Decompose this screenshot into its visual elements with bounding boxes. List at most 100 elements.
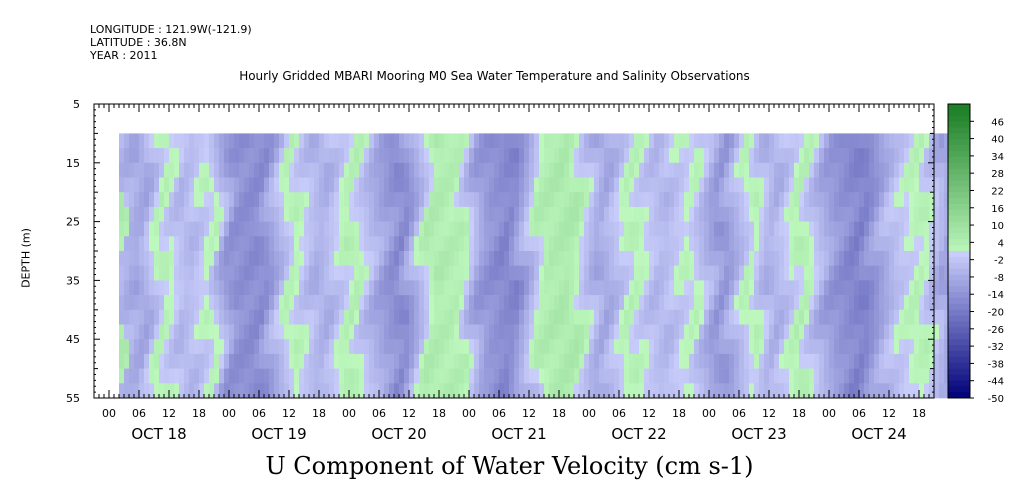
heatmap-cell <box>404 236 410 252</box>
heatmap-cell <box>894 339 900 355</box>
heatmap-cell <box>534 339 540 355</box>
x-tick-label: 00 <box>702 407 716 420</box>
heatmap-cell <box>129 236 135 252</box>
heatmap-cell <box>494 383 500 399</box>
heatmap-cell <box>124 192 130 208</box>
heatmap-cell <box>779 206 785 222</box>
heatmap-cell <box>469 339 475 355</box>
heatmap-cell <box>784 148 790 164</box>
heatmap-cell <box>244 353 250 369</box>
heatmap-cell <box>774 324 780 340</box>
heatmap-cell <box>444 192 450 208</box>
heatmap-cell <box>864 280 870 296</box>
heatmap-cell <box>364 353 370 369</box>
heatmap-cell <box>169 221 175 237</box>
heatmap-cell <box>364 206 370 222</box>
heatmap-cell <box>439 221 445 237</box>
heatmap-cell <box>484 309 490 325</box>
heatmap-cell <box>844 368 850 384</box>
heatmap-cell <box>209 265 215 281</box>
heatmap-cell <box>684 368 690 384</box>
heatmap-cell <box>584 324 590 340</box>
heatmap-cell <box>734 148 740 164</box>
heatmap-cell <box>289 295 295 311</box>
heatmap-cell <box>534 324 540 340</box>
heatmap-cell <box>509 192 515 208</box>
heatmap-cell <box>324 309 330 325</box>
heatmap-cell <box>909 177 915 193</box>
heatmap-cell <box>474 236 480 252</box>
heatmap-cell <box>159 221 165 237</box>
heatmap-cell <box>894 162 900 178</box>
heatmap-cell <box>259 206 265 222</box>
heatmap-cell <box>129 206 135 222</box>
heatmap-cell <box>519 177 525 193</box>
heatmap-cell <box>689 221 695 237</box>
heatmap-cell <box>224 133 230 149</box>
heatmap-cell <box>479 162 485 178</box>
heatmap-cell <box>359 162 365 178</box>
heatmap-cell <box>679 236 685 252</box>
heatmap-cell <box>894 265 900 281</box>
heatmap-cell <box>629 148 635 164</box>
heatmap-cell <box>399 309 405 325</box>
heatmap-cell <box>319 192 325 208</box>
heatmap-cell <box>654 265 660 281</box>
heatmap-cell <box>359 309 365 325</box>
heatmap-cell <box>594 251 600 266</box>
heatmap-cell <box>449 177 455 193</box>
heatmap-cell <box>814 192 820 208</box>
heatmap-cell <box>599 339 605 355</box>
heatmap-cell <box>474 162 480 178</box>
heatmap-cell <box>489 133 495 149</box>
heatmap-cell <box>164 251 170 266</box>
heatmap-cell <box>214 280 220 296</box>
heatmap-cell <box>404 221 410 237</box>
heatmap-cell <box>499 339 505 355</box>
heatmap-cell <box>259 162 265 178</box>
heatmap-cell <box>579 383 585 399</box>
heatmap-cell <box>784 295 790 311</box>
heatmap-cell <box>739 133 745 149</box>
heatmap-cell <box>259 265 265 281</box>
heatmap-cell <box>354 177 360 193</box>
heatmap-cell <box>754 236 760 252</box>
heatmap-cell <box>504 221 510 237</box>
heatmap-cell <box>404 133 410 149</box>
heatmap-cell <box>874 353 880 369</box>
heatmap-cell <box>889 368 895 384</box>
heatmap-cell <box>259 221 265 237</box>
heatmap-cell <box>509 295 515 311</box>
heatmap-cell <box>599 353 605 369</box>
heatmap-cell <box>609 148 615 164</box>
heatmap-cell <box>289 177 295 193</box>
heatmap-cell <box>869 251 875 266</box>
heatmap-cell <box>469 192 475 208</box>
heatmap-cell <box>724 133 730 149</box>
heatmap-cell <box>224 206 230 222</box>
heatmap-cell <box>649 265 655 281</box>
heatmap-cell <box>124 265 130 281</box>
heatmap-cell <box>869 206 875 222</box>
heatmap-cell <box>919 148 925 164</box>
heatmap-cell <box>624 324 630 340</box>
heatmap-cell <box>554 280 560 296</box>
heatmap-cell <box>209 309 215 325</box>
heatmap-cell <box>779 324 785 340</box>
heatmap-cell <box>779 295 785 311</box>
heatmap-cell <box>464 265 470 281</box>
heatmap-cell <box>864 177 870 193</box>
heatmap-cell <box>569 162 575 178</box>
heatmap-cell <box>774 236 780 252</box>
heatmap-cell <box>549 177 555 193</box>
heatmap-cell <box>219 206 225 222</box>
heatmap-cell <box>124 383 130 399</box>
heatmap-cell <box>794 236 800 252</box>
heatmap-cell <box>424 236 430 252</box>
heatmap-cell <box>414 133 420 149</box>
heatmap-cell <box>804 148 810 164</box>
heatmap-cell <box>204 295 210 311</box>
heatmap-cell <box>779 221 785 237</box>
heatmap-cell <box>144 177 150 193</box>
heatmap-cell <box>519 339 525 355</box>
